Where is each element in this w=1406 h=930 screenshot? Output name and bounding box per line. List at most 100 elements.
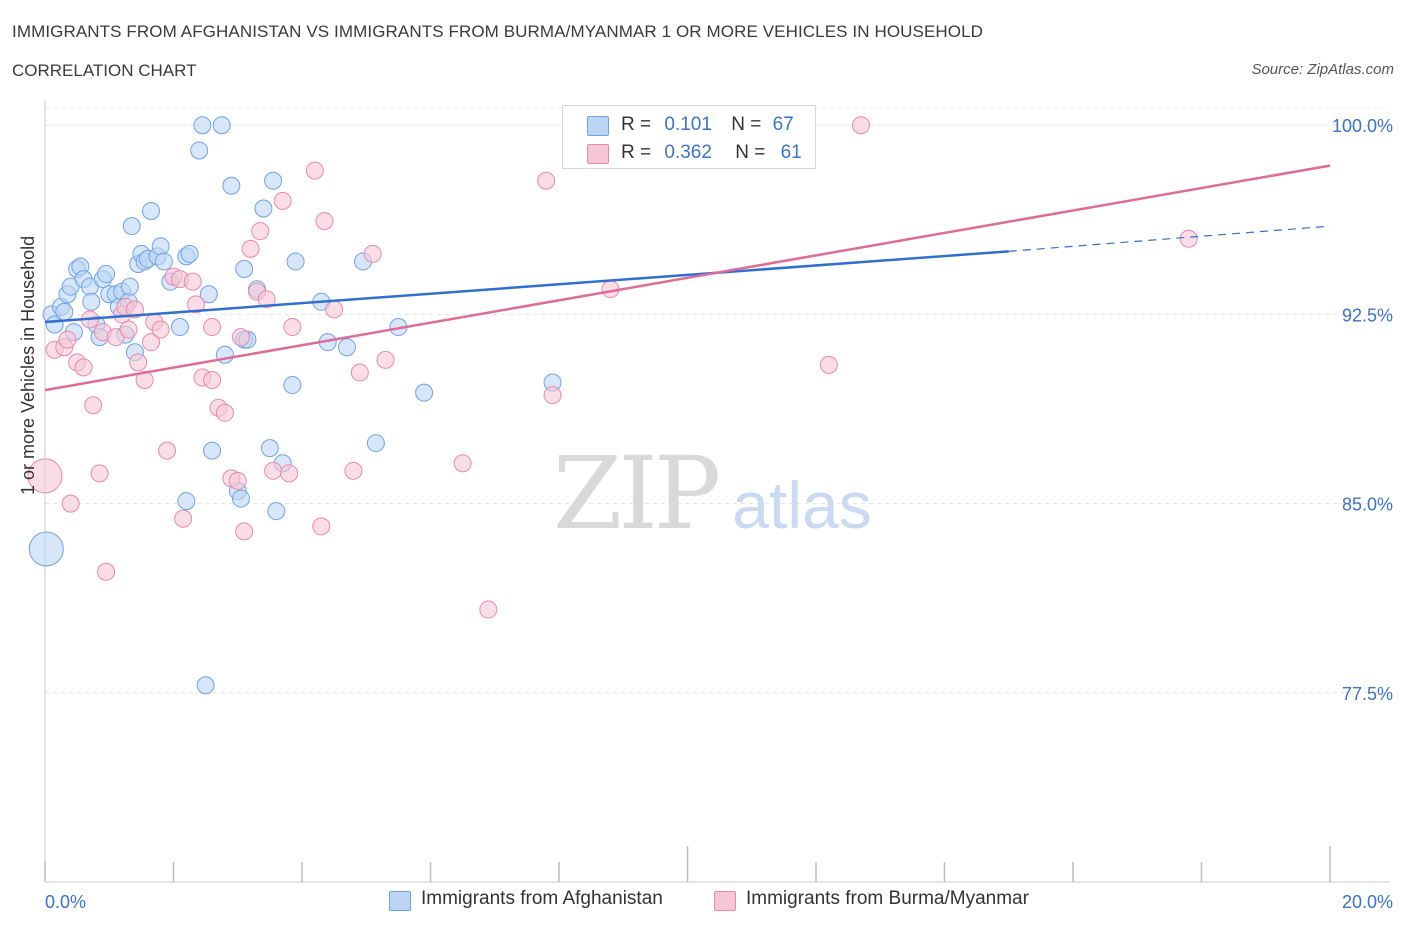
point-afghanistan <box>151 237 170 256</box>
point-afghanistan <box>231 489 250 508</box>
trend-line-burma <box>44 164 1331 392</box>
point-afghanistan <box>190 141 209 160</box>
bottom-legend-swatch-burma <box>714 891 736 911</box>
watermark-atlas: atlas <box>732 468 871 542</box>
point-burma <box>543 386 562 405</box>
point-burma <box>186 295 205 314</box>
point-burma <box>97 562 116 581</box>
point-afghanistan <box>193 116 212 135</box>
point-burma <box>151 320 170 339</box>
legend-swatch-afghanistan <box>587 116 609 136</box>
source-credit: Source: ZipAtlas.com <box>1251 61 1394 78</box>
watermark-zip: ZIP <box>553 435 718 552</box>
legend-n-value-afghanistan: 67 <box>772 114 794 135</box>
point-burma <box>537 171 556 190</box>
point-burma <box>203 371 222 390</box>
point-burma <box>74 358 93 377</box>
legend-r-value-afghanistan: 0.101 <box>664 114 712 135</box>
tick-labels: 77.5% 85.0% 92.5% 100.0% 0.0% 20.0% <box>45 116 1393 912</box>
point-burma <box>125 300 144 319</box>
point-burma <box>119 320 138 339</box>
y-tick-label: 92.5% <box>1342 305 1393 325</box>
point-burma <box>325 300 344 319</box>
point-burma <box>264 461 283 480</box>
gridlines <box>45 107 1390 694</box>
point-afghanistan <box>120 277 139 296</box>
point-afghanistan <box>254 199 273 218</box>
x-tick-label: 0.0% <box>45 892 86 912</box>
bottom-legend-label-burma: Immigrants from Burma/Myanmar <box>746 888 1029 909</box>
chart-title: IMMIGRANTS FROM AFGHANISTAN VS IMMIGRANT… <box>12 22 984 41</box>
point-burma <box>851 116 870 135</box>
point-afghanistan <box>222 176 241 195</box>
point-afghanistan <box>199 285 218 304</box>
point-burma <box>283 318 302 337</box>
point-afghanistan <box>196 676 215 695</box>
point-burma <box>273 191 292 210</box>
y-tick-label: 77.5% <box>1342 684 1393 704</box>
point-burma <box>312 517 331 536</box>
point-afghanistan <box>55 302 74 321</box>
point-burma <box>819 355 838 374</box>
axes <box>44 100 1390 883</box>
point-afghanistan <box>415 383 434 402</box>
point-burma <box>90 464 109 483</box>
correlation-legend: R = 0.101 N = 67 R = 0.362 N = 61 <box>562 105 816 169</box>
point-burma <box>183 272 202 291</box>
trend-line-afghanistan <box>44 250 1009 324</box>
legend-r-label: R = <box>621 142 652 163</box>
point-afghanistan <box>97 265 116 284</box>
point-afghanistan <box>180 244 199 263</box>
point-burma <box>257 290 276 309</box>
point-burma <box>215 403 234 422</box>
point-burma <box>27 458 63 494</box>
legend-n-label: N = <box>735 142 766 163</box>
point-afghanistan <box>235 260 254 279</box>
point-burma <box>453 454 472 473</box>
point-afghanistan <box>212 116 231 135</box>
point-burma <box>231 328 250 347</box>
point-burma <box>235 522 254 541</box>
point-burma <box>203 318 222 337</box>
watermark: ZIP atlas <box>553 435 872 552</box>
legend-n-label: N = <box>731 114 762 135</box>
legend-r-label: R = <box>621 114 652 135</box>
point-burma <box>363 244 382 263</box>
point-afghanistan <box>122 217 141 236</box>
point-afghanistan <box>286 252 305 271</box>
point-burma <box>142 333 161 352</box>
point-burma <box>241 239 260 258</box>
point-burma <box>344 461 363 480</box>
point-burma <box>251 222 270 241</box>
point-afghanistan <box>170 318 189 337</box>
bottom-legend-label-afghanistan: Immigrants from Afghanistan <box>421 888 663 909</box>
point-afghanistan <box>28 531 64 567</box>
legend-n-value-burma: 61 <box>780 142 802 163</box>
y-tick-label: 100.0% <box>1332 116 1393 136</box>
point-burma <box>84 396 103 415</box>
point-afghanistan <box>283 376 302 395</box>
point-burma <box>305 161 324 180</box>
point-burma <box>315 212 334 231</box>
point-afghanistan <box>177 492 196 511</box>
point-afghanistan <box>203 441 222 460</box>
x-tick-label: 20.0% <box>1342 892 1393 912</box>
point-afghanistan <box>260 439 279 458</box>
point-afghanistan <box>267 502 286 521</box>
point-burma <box>58 330 77 349</box>
point-afghanistan <box>142 201 161 220</box>
trend-lines <box>44 164 1331 392</box>
legend-swatch-burma <box>587 144 609 164</box>
trend-line-afghanistan-extension <box>1008 225 1331 252</box>
point-burma <box>228 471 247 490</box>
point-afghanistan <box>154 252 173 271</box>
point-burma <box>61 494 80 513</box>
point-burma <box>376 350 395 369</box>
point-burma <box>479 600 498 619</box>
point-burma <box>280 464 299 483</box>
point-burma <box>158 441 177 460</box>
legend-r-value-burma: 0.362 <box>664 142 712 163</box>
y-axis-label: 1 or more Vehicles in Household <box>18 235 38 495</box>
point-burma <box>350 363 369 382</box>
point-burma <box>174 509 193 528</box>
